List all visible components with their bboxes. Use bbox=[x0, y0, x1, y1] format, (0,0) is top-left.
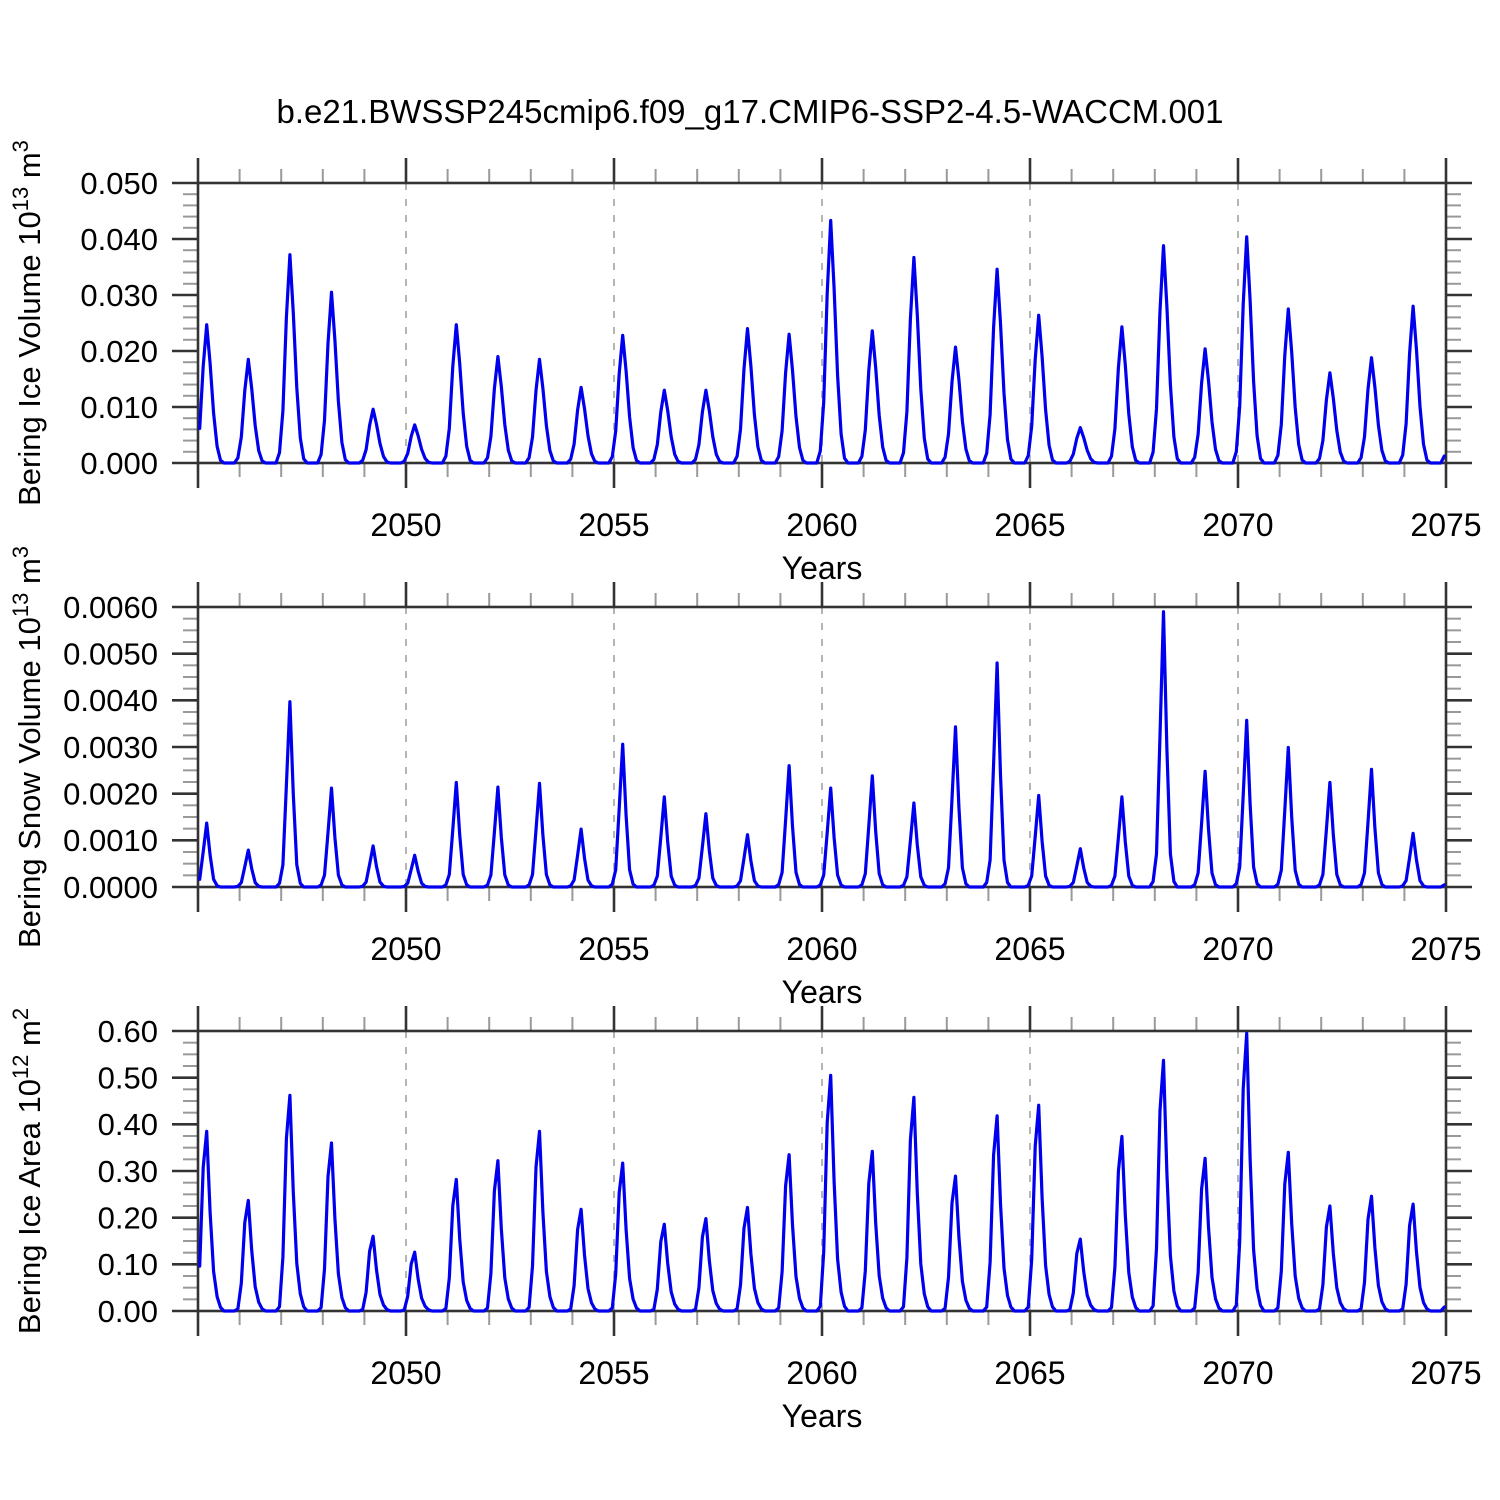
figure-title: b.e21.BWSSP245cmip6.f09_g17.CMIP6-SSP2-4… bbox=[276, 93, 1223, 130]
y-tick-label: 0.30 bbox=[98, 1154, 158, 1189]
y-tick-label: 0.60 bbox=[98, 1014, 158, 1049]
y-axis-label-text: m bbox=[12, 1020, 47, 1054]
x-tick-label: 2050 bbox=[370, 931, 441, 967]
y-axis-label: Bering Snow Volume 1013 m3 bbox=[8, 546, 47, 948]
y-axis-label-superscript: 13 bbox=[8, 187, 33, 211]
y-tick-label: 0.0030 bbox=[63, 730, 158, 765]
panel-ice-area: 0.00 0.10 0.20 0.30 0.40 0.50 0.60 2050 2055 2060… bbox=[8, 1006, 1482, 1434]
y-axis-label-superscript: 3 bbox=[8, 140, 33, 152]
y-tick-label: 0.20 bbox=[98, 1201, 158, 1236]
plot-area bbox=[198, 607, 1446, 887]
y-axis-label-text: m bbox=[12, 152, 47, 186]
x-tick-label: 2075 bbox=[1410, 1355, 1481, 1391]
x-tick-label: 2070 bbox=[1202, 1355, 1273, 1391]
panel-snow-volume: 0.0000 0.0010 0.0020 0.0030 0.0040 0.0050 0.00… bbox=[8, 546, 1482, 1010]
x-tick-label: 2050 bbox=[370, 507, 441, 543]
y-tick-label: 0.10 bbox=[98, 1247, 158, 1282]
series-line-ice-area bbox=[198, 1031, 1446, 1313]
y-axis-label-superscript: 13 bbox=[8, 593, 33, 617]
y-tick-label: 0.020 bbox=[80, 334, 158, 369]
y-tick-label: 0.0010 bbox=[63, 823, 158, 858]
x-axis-label: Years bbox=[782, 1398, 863, 1434]
x-tick-label: 2070 bbox=[1202, 507, 1273, 543]
series-line-snow-volume bbox=[198, 610, 1446, 889]
y-axis-label-text: m bbox=[12, 558, 47, 592]
x-tick-label: 2070 bbox=[1202, 931, 1273, 967]
y-axis-label-text: Bering Ice Area 10 bbox=[12, 1079, 47, 1334]
y-tick-label: 0.0040 bbox=[63, 683, 158, 718]
y-axis-label-superscript: 3 bbox=[8, 546, 33, 558]
y-axis-label-text: Bering Ice Volume 10 bbox=[12, 211, 47, 506]
y-tick-label: 0.40 bbox=[98, 1107, 158, 1142]
plot-frame bbox=[196, 605, 1448, 889]
y-tick-label: 0.050 bbox=[80, 166, 158, 201]
y-tick-label: 0.00 bbox=[98, 1294, 158, 1329]
x-tick-label: 2050 bbox=[370, 1355, 441, 1391]
x-tick-label: 2065 bbox=[994, 1355, 1065, 1391]
x-tick-label: 2065 bbox=[994, 931, 1065, 967]
x-tick-label: 2060 bbox=[786, 931, 857, 967]
y-tick-label: 0.010 bbox=[80, 390, 158, 425]
y-axis-label: Bering Ice Volume 1013 m3 bbox=[8, 140, 47, 506]
plot-frame bbox=[196, 181, 1448, 465]
y-tick-label: 0.040 bbox=[80, 222, 158, 257]
y-tick-label: 0.0050 bbox=[63, 637, 158, 672]
y-tick-label: 0.50 bbox=[98, 1061, 158, 1096]
y-tick-label: 0.0000 bbox=[63, 870, 158, 905]
x-tick-label: 2060 bbox=[786, 1355, 857, 1391]
y-tick-label: 0.030 bbox=[80, 278, 158, 313]
plot-frame bbox=[196, 1029, 1448, 1313]
x-tick-label: 2075 bbox=[1410, 507, 1481, 543]
series-line-ice-volume bbox=[198, 218, 1446, 465]
x-axis-label: Years bbox=[782, 974, 863, 1010]
x-tick-label: 2075 bbox=[1410, 931, 1481, 967]
y-axis-label-superscript: 12 bbox=[8, 1055, 33, 1079]
y-tick-label: 0.0060 bbox=[63, 590, 158, 625]
panel-ice-volume: 0.000 0.010 0.020 0.030 0.040 0.050 2050 2055 20… bbox=[8, 140, 1482, 586]
y-axis-label-text: Bering Snow Volume 10 bbox=[12, 617, 47, 948]
x-tick-label: 2055 bbox=[578, 1355, 649, 1391]
y-tick-label: 0.0020 bbox=[63, 777, 158, 812]
y-axis-label: Bering Ice Area 1012 m2 bbox=[8, 1008, 47, 1334]
x-tick-label: 2065 bbox=[994, 507, 1065, 543]
x-axis-label: Years bbox=[782, 550, 863, 586]
y-axis-label-superscript: 2 bbox=[8, 1008, 33, 1020]
y-tick-label: 0.000 bbox=[80, 446, 158, 481]
x-tick-label: 2060 bbox=[786, 507, 857, 543]
x-tick-label: 2055 bbox=[578, 931, 649, 967]
x-tick-label: 2055 bbox=[578, 507, 649, 543]
